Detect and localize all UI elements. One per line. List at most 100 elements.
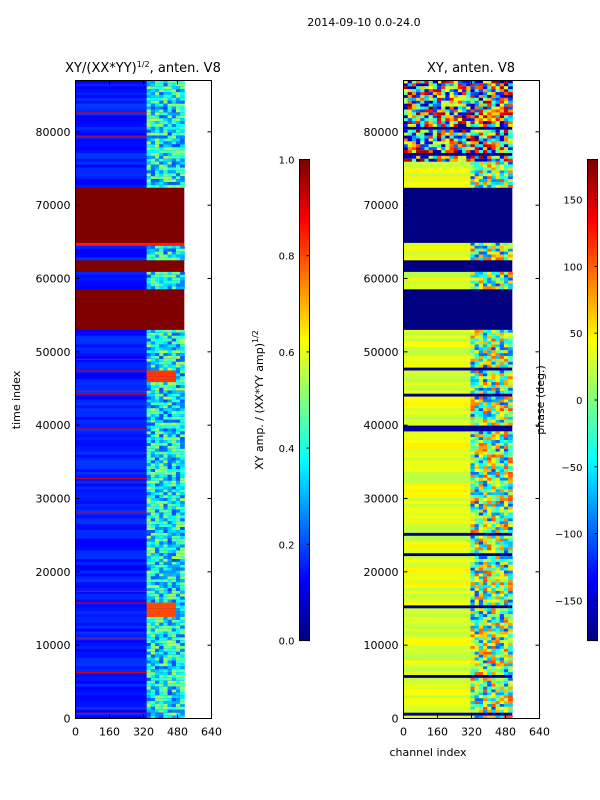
phase-heatmap-cell — [503, 332, 509, 337]
phase-heatmap-cell — [495, 370, 501, 374]
phase-heatmap-cell — [495, 402, 501, 406]
amplitude-heatmap-cell — [159, 434, 164, 438]
phase-heatmap-cell — [453, 124, 459, 128]
phase-heatmap-row — [403, 602, 513, 606]
amplitude-heatmap-cell — [163, 411, 169, 415]
phase-heatmap-cell — [491, 341, 497, 345]
amplitude-heatmap-cell — [159, 358, 164, 363]
phase-heatmap-cell — [499, 121, 505, 125]
phase-heatmap-cell — [495, 625, 501, 630]
amplitude-heatmap-cell — [180, 544, 185, 548]
phase-heatmap-cell — [503, 460, 509, 464]
amplitude-heatmap-cell — [171, 254, 177, 258]
phase-heatmap-cell — [432, 132, 438, 137]
amplitude-heatmap-row — [75, 648, 185, 653]
amplitude-heatmap-cell — [171, 434, 177, 438]
phase-heatmap-cell — [470, 486, 476, 490]
amplitude-heatmap-cell — [167, 428, 173, 432]
amplitude-heatmap-cell — [155, 83, 160, 87]
amplitude-heatmap-row — [75, 463, 185, 467]
phase-heatmap-cell — [503, 588, 509, 592]
phase-heatmap-cell — [403, 118, 409, 122]
phase-heatmap-cell — [483, 599, 488, 603]
phase-heatmap-cell — [503, 124, 509, 128]
phase-heatmap-cell — [416, 97, 421, 102]
amplitude-heatmap-cell — [163, 669, 169, 673]
phase-heatmap-cell — [424, 86, 430, 90]
phase-heatmap-cell — [487, 590, 492, 595]
amplitude-heatmap-cell — [171, 704, 177, 708]
phase-heatmap-cell — [495, 283, 501, 287]
phase-heatmap-cell — [483, 480, 488, 485]
phase-heatmap-cell — [487, 248, 492, 253]
phase-heatmap-cell — [491, 495, 497, 499]
amplitude-heatmap-cell — [171, 692, 177, 696]
amplitude-heatmap-cell — [155, 579, 160, 583]
amplitude-heatmap-cell — [159, 431, 164, 435]
phase-heatmap-cell — [508, 472, 513, 476]
phase-heatmap-cell — [499, 167, 505, 171]
amplitude-heatmap-cell — [163, 129, 169, 134]
phase-heatmap-cell — [453, 95, 459, 99]
amplitude-heatmap-cell — [155, 608, 160, 612]
phase-heatmap-cell — [441, 103, 446, 108]
amplitude-heatmap-row — [75, 155, 185, 160]
amplitude-heatmap-cell — [167, 83, 173, 87]
amplitude-heatmap-cell — [171, 132, 177, 137]
phase-heatmap-cell — [474, 332, 480, 337]
amplitude-heatmap-cell — [155, 692, 160, 696]
amplitude-heatmap-cell — [167, 680, 173, 685]
amplitude-heatmap-cell — [180, 553, 185, 557]
phase-heatmap-cell — [487, 170, 492, 174]
amplitude-heatmap-cell — [150, 660, 156, 664]
amplitude-heatmap-cell — [171, 443, 177, 447]
amplitude-heatmap-row — [75, 356, 185, 360]
phase-heatmap-cell — [478, 625, 484, 630]
amplitude-heatmap-cell — [150, 457, 156, 461]
amplitude-colorbar-slice — [299, 604, 310, 610]
phase-heatmap-cell — [499, 657, 505, 661]
phase-heatmap-cell — [478, 704, 484, 708]
phase-colorbar-slice — [587, 504, 598, 509]
amplitude-heatmap-cell — [180, 715, 185, 719]
amplitude-heatmap-row — [75, 306, 185, 311]
amplitude-heatmap-cell — [150, 567, 156, 572]
phase-heatmap-cell — [495, 489, 501, 493]
phase-heatmap-cell — [428, 121, 434, 125]
phase-colorbar-slice — [587, 203, 598, 209]
phase-heatmap-row — [403, 184, 513, 189]
amplitude-heatmap-row — [75, 309, 185, 313]
amplitude-heatmap-cell — [175, 86, 181, 90]
phase-heatmap-cell — [470, 654, 476, 659]
amplitude-heatmap-cell — [171, 100, 177, 105]
amplitude-heatmap-cell — [163, 248, 169, 253]
phase-colorbar-slice — [587, 387, 598, 393]
amplitude-heatmap-cell — [146, 521, 152, 525]
phase-heatmap-row — [403, 509, 513, 514]
amplitude-heatmap-cell — [180, 506, 185, 511]
phase-heatmap-cell — [495, 628, 501, 632]
phase-heatmap-row — [403, 364, 513, 369]
phase-heatmap-cell — [432, 124, 438, 128]
amplitude-heatmap-cell — [180, 83, 185, 87]
amplitude-heatmap-cell — [163, 445, 169, 450]
phase-heatmap-cell — [466, 86, 471, 90]
amplitude-heatmap-cell — [146, 161, 152, 166]
amplitude-heatmap-cell — [163, 147, 169, 151]
amplitude-heatmap-cell — [175, 364, 181, 369]
phase-heatmap-cell — [478, 445, 484, 450]
phase-heatmap-cell — [499, 498, 505, 502]
amplitude-heatmap-cell — [150, 588, 156, 592]
amplitude-heatmap-row — [75, 338, 185, 342]
amplitude-heatmap-cell — [150, 486, 156, 490]
phase-heatmap-cell — [474, 538, 480, 543]
amplitude-heatmap-cell — [171, 680, 177, 685]
amplitude-heatmap-cell — [171, 637, 177, 641]
phase-heatmap-cell — [478, 356, 484, 360]
phase-heatmap-cell — [499, 271, 505, 276]
phase-heatmap-cell — [503, 683, 509, 688]
phase-heatmap-cell — [470, 692, 476, 696]
amplitude-heatmap-row — [75, 535, 185, 540]
phase-heatmap-cell — [470, 596, 476, 601]
